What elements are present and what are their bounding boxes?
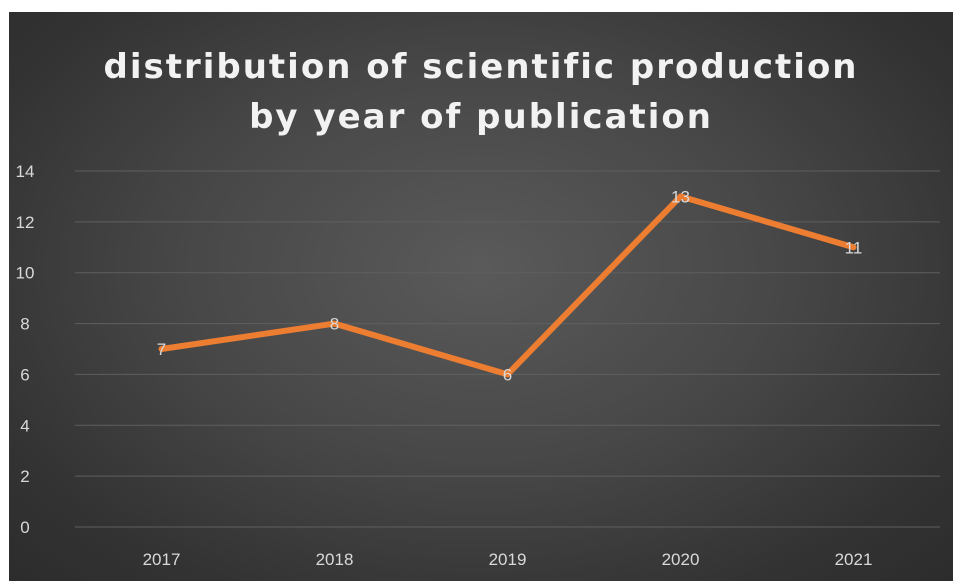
x-tick-label-2021: 2021: [835, 550, 873, 569]
chart-title: distribution of scientific production by…: [9, 42, 953, 142]
gridlines: [75, 170, 940, 528]
x-tick-label-2020: 2020: [662, 550, 700, 569]
plot-area: 0 2 4 6 8 10 12 14 2017 2018 2019 2020 2021 7 8 6 13 11: [16, 162, 940, 569]
data-label-2019: 6: [503, 365, 512, 384]
y-tick-label-2: 2: [20, 467, 29, 486]
data-label-2020: 13: [671, 187, 690, 206]
y-tick-label-10: 10: [16, 264, 35, 283]
y-tick-label-4: 4: [20, 416, 29, 435]
chart-title-line-1: distribution of scientific production: [103, 47, 859, 87]
y-tick-label-0: 0: [20, 518, 29, 537]
x-tick-label-2018: 2018: [316, 550, 354, 569]
x-tick-label-2019: 2019: [489, 550, 527, 569]
x-axis-ticks: 2017 2018 2019 2020 2021: [143, 550, 873, 569]
y-tick-label-8: 8: [20, 315, 29, 334]
y-axis-ticks: 0 2 4 6 8 10 12 14: [16, 162, 35, 537]
data-label-2017: 7: [157, 340, 166, 359]
data-label-2021: 11: [845, 238, 863, 257]
chart-area: distribution of scientific production by…: [9, 12, 953, 581]
data-label-2018: 8: [330, 315, 339, 334]
chart-title-line-2: by year of publication: [249, 97, 713, 137]
y-tick-label-12: 12: [16, 213, 35, 232]
y-tick-label-14: 14: [16, 162, 35, 181]
series-line: [158, 193, 857, 378]
y-tick-label-6: 6: [20, 365, 29, 384]
data-labels: 7 8 6 13 11: [157, 187, 863, 384]
x-tick-label-2017: 2017: [143, 550, 181, 569]
series-line-group: [158, 193, 857, 378]
